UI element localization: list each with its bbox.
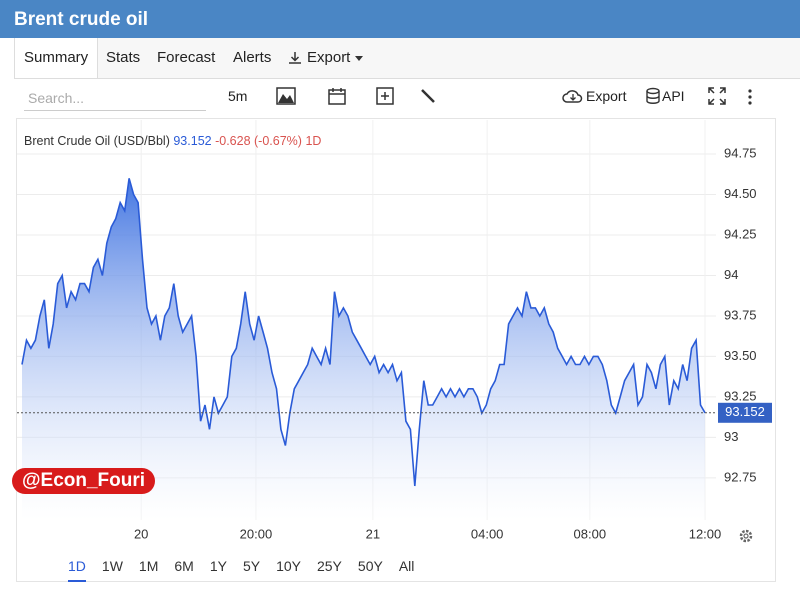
cloud-icon[interactable] [562,87,584,105]
range-button[interactable]: All [398,558,415,574]
settings-tool-icon[interactable] [418,86,438,106]
calendar-icon[interactable] [327,86,347,106]
x-tick-label: 21 [366,526,380,541]
range-button[interactable]: 1M [138,558,159,574]
y-tick-label: 93.25 [724,388,757,403]
header: Brent crude oil [0,0,800,38]
caret [355,56,363,61]
export-button[interactable]: Export [586,88,627,104]
tab-bar: Summary Stats Forecast Alerts Export [14,38,800,79]
chart-panel [16,118,776,582]
chart-type-icon[interactable] [276,86,296,106]
download-icon [289,52,301,64]
range-button[interactable]: 1D [68,552,86,582]
x-tick-label: 20 [134,526,148,541]
x-tick-label: 12:00 [689,526,722,541]
period: 1D [305,134,321,148]
price-tag-label: 93.152 [725,404,765,419]
y-tick-label: 93.50 [724,348,757,363]
watermark: @Econ_Fouri [12,468,156,494]
y-tick-label: 94.25 [724,226,757,241]
api-button[interactable]: API [662,88,685,104]
y-tick-label: 93.75 [724,307,757,322]
range-button[interactable]: 1Y [209,558,227,574]
page-title: Brent crude oil [14,9,149,30]
x-tick-label: 20:00 [240,526,273,541]
tab[interactable]: Alerts [233,49,272,66]
range-button[interactable]: 1W [101,558,123,574]
range-button[interactable]: 10Y [276,558,301,574]
legend: Brent Crude Oil (USD/Bbl) 93.152 -0.628 … [24,134,321,148]
y-tick-label: 94.75 [724,145,757,160]
y-tick-label: 94 [724,267,738,282]
fullscreen-icon[interactable] [708,87,726,105]
price-change-pct: (-0.67%) [254,134,302,148]
area [22,178,705,521]
menu-icon[interactable] [746,88,754,106]
y-tick-label: 93 [724,429,738,444]
price-tag [718,402,772,423]
interval-button[interactable]: 5m [228,88,248,104]
range-button[interactable]: 50Y [357,558,383,574]
add-indicator-icon[interactable] [375,86,395,106]
tab[interactable]: Stats [106,49,141,66]
range-bar: 1D 1W 1M 6M 1Y 5Y 10Y 25Y 50Y All [60,552,422,582]
last-price: 93.152 [173,134,211,148]
y-tick-label: 94.50 [724,186,757,201]
range-button[interactable]: 25Y [316,558,342,574]
price-change: -0.628 [215,134,250,148]
instrument-name: Brent Crude Oil (USD/Bbl) [24,134,170,148]
api-icon[interactable] [645,87,661,105]
gear-icon[interactable] [739,529,753,543]
x-tick-label: 08:00 [574,526,607,541]
tab[interactable]: Export [307,49,351,66]
tab[interactable]: Summary [14,38,99,78]
tab[interactable]: Forecast [157,49,216,66]
y-tick-label: 92.75 [724,469,757,484]
x-tick-label: 04:00 [471,526,504,541]
range-button[interactable]: 6M [174,558,194,574]
search-input[interactable]: Search... [24,86,206,111]
price-line [21,178,706,487]
range-button[interactable]: 5Y [242,558,261,574]
